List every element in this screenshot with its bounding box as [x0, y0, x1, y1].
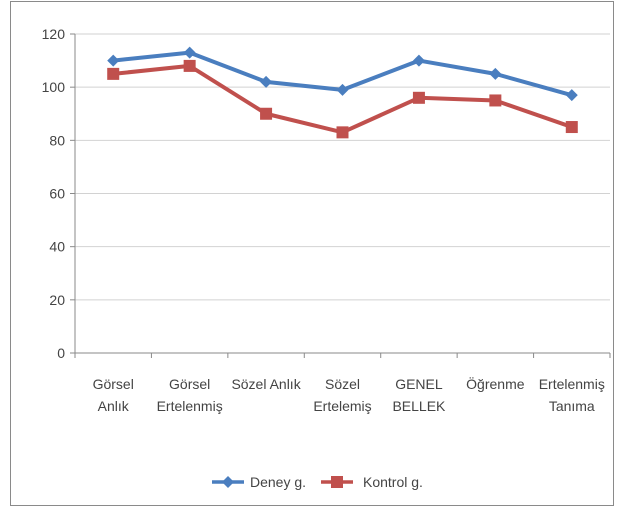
x-tick-label-line: Tanıma	[549, 398, 595, 414]
y-tick-label: 80	[49, 132, 65, 148]
x-tick-label-line: Anlık	[98, 398, 130, 414]
series-lines	[107, 46, 578, 139]
series-2	[107, 59, 578, 139]
series-1	[107, 46, 578, 102]
data-point	[336, 83, 349, 96]
data-point	[489, 67, 502, 80]
data-point	[260, 107, 273, 120]
x-tick-label-line: Sözel	[325, 376, 360, 392]
x-tick-label-line: BELLEK	[392, 398, 446, 414]
y-tick-labels: 0 20 40 60 80 100 120	[42, 26, 66, 361]
data-point	[260, 75, 273, 88]
y-tick-label: 100	[42, 79, 66, 95]
x-tick-label: Öğrenme	[466, 375, 525, 392]
x-tick-label-line: Ertelemiş	[313, 398, 371, 414]
data-point	[412, 54, 425, 67]
x-tick-label-line: Görsel	[93, 376, 134, 392]
legend-item-1: Deney g.	[212, 474, 306, 490]
data-point	[489, 94, 502, 107]
data-point	[565, 121, 578, 134]
x-tick-label: Görsel Ertelenmiş	[157, 376, 223, 414]
y-tick-label: 120	[42, 26, 66, 42]
x-tick-label-line: GENEL	[395, 376, 443, 392]
x-tick-labels: Görsel Anlık Görsel Ertelenmiş Sözel Anlık Sö…	[93, 375, 605, 414]
data-point	[107, 67, 120, 80]
legend-marker	[222, 476, 234, 488]
x-tick-label: Ertelenmiş Tanıma	[539, 376, 605, 414]
legend: Deney g. Kontrol g.	[212, 474, 423, 490]
axes	[70, 33, 611, 358]
y-tick-label: 60	[49, 186, 65, 202]
x-tick-label: GENEL BELLEK	[392, 376, 446, 414]
data-point	[336, 126, 349, 139]
x-tick-label-line: Ertelenmiş	[539, 376, 605, 392]
data-point	[107, 54, 120, 67]
x-tick-label-line: Sözel Anlık	[231, 376, 301, 392]
y-tick-label: 0	[57, 345, 65, 361]
legend-label: Deney g.	[250, 474, 306, 490]
data-point	[565, 89, 578, 102]
legend-label: Kontrol g.	[363, 474, 423, 490]
x-tick-label: Sözel Ertelemiş	[313, 376, 371, 414]
x-tick-label-line: Öğrenme	[466, 375, 525, 392]
x-tick-label-line: Görsel	[169, 376, 210, 392]
x-tick-label-line: Ertelenmiş	[157, 398, 223, 414]
data-point	[183, 46, 196, 59]
data-point	[412, 91, 425, 104]
x-tick-label: Sözel Anlık	[231, 376, 301, 392]
y-tick-label: 40	[49, 239, 65, 255]
y-tick-label: 20	[49, 292, 65, 308]
grid-lines	[75, 33, 610, 301]
legend-item-2: Kontrol g.	[321, 474, 423, 490]
x-tick-label: Görsel Anlık	[93, 376, 134, 414]
legend-marker	[331, 476, 343, 488]
data-point	[183, 59, 196, 72]
